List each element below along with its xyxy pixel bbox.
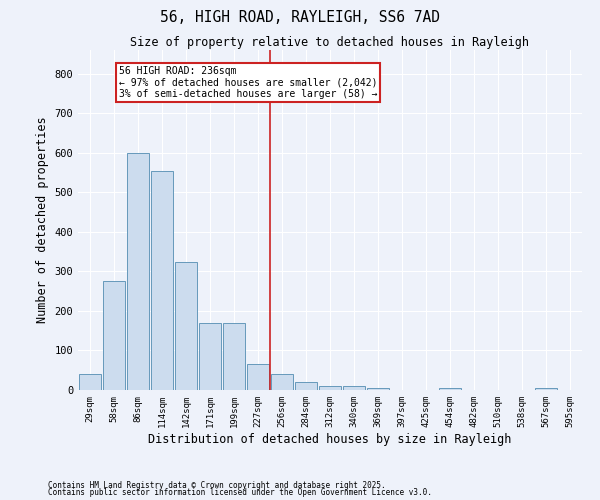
Text: 56, HIGH ROAD, RAYLEIGH, SS6 7AD: 56, HIGH ROAD, RAYLEIGH, SS6 7AD — [160, 10, 440, 25]
Bar — [535, 388, 557, 390]
X-axis label: Distribution of detached houses by size in Rayleigh: Distribution of detached houses by size … — [148, 432, 512, 446]
Bar — [199, 323, 221, 390]
Bar — [223, 323, 245, 390]
Text: Contains HM Land Registry data © Crown copyright and database right 2025.: Contains HM Land Registry data © Crown c… — [48, 480, 386, 490]
Y-axis label: Number of detached properties: Number of detached properties — [36, 116, 49, 324]
Title: Size of property relative to detached houses in Rayleigh: Size of property relative to detached ho… — [131, 36, 530, 49]
Bar — [439, 388, 461, 390]
Bar — [127, 153, 149, 390]
Text: Contains public sector information licensed under the Open Government Licence v3: Contains public sector information licen… — [48, 488, 432, 497]
Bar — [175, 262, 197, 390]
Bar — [295, 382, 317, 390]
Bar — [103, 282, 125, 390]
Text: 56 HIGH ROAD: 236sqm
← 97% of detached houses are smaller (2,042)
3% of semi-det: 56 HIGH ROAD: 236sqm ← 97% of detached h… — [119, 66, 377, 99]
Bar — [319, 386, 341, 390]
Bar — [79, 374, 101, 390]
Bar — [271, 374, 293, 390]
Bar — [367, 388, 389, 390]
Bar — [247, 364, 269, 390]
Bar — [343, 386, 365, 390]
Bar — [151, 170, 173, 390]
